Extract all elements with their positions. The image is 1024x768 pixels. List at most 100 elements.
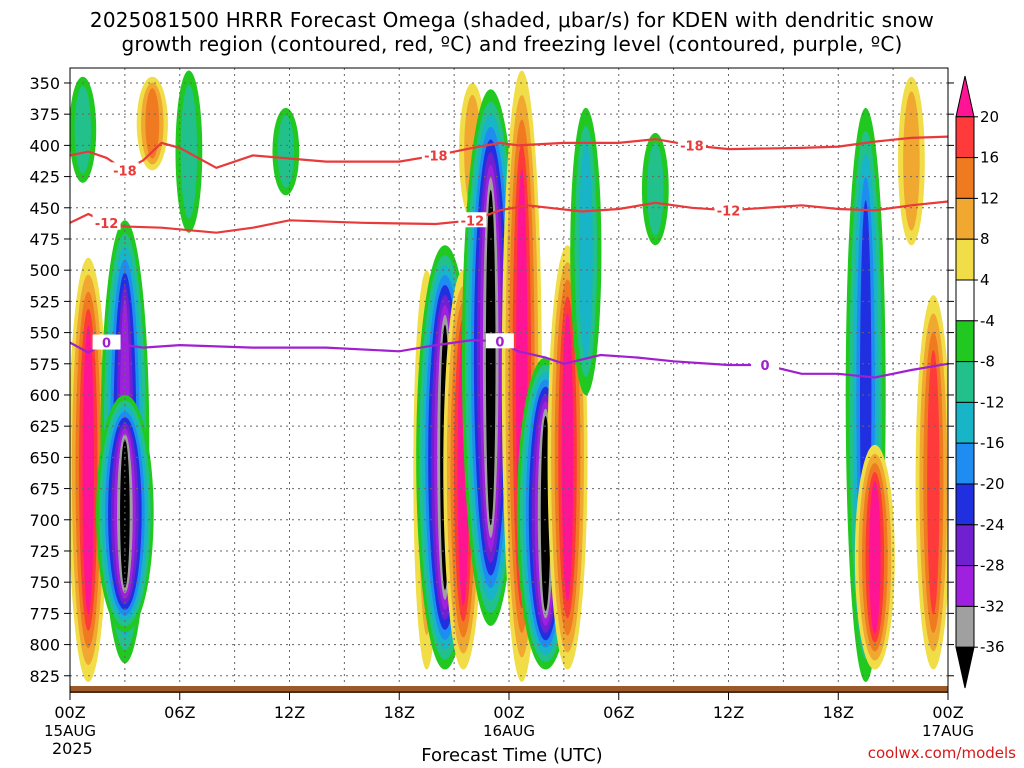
colorbar-label-4: 4: [980, 271, 990, 289]
colorbar-swatch-12: [955, 565, 975, 607]
y-axis-ticks: 350 375 400 425 450 475 500 525 550 575 600 625 650 6…: [29, 74, 954, 686]
colorbar-label-2: 12: [980, 189, 999, 207]
colorbar-label-10: -24: [980, 516, 1005, 534]
colorbar-label-1: 16: [980, 149, 999, 167]
x-tick-label-24: 00Z: [493, 703, 524, 722]
colorbar-swatch-6: [955, 320, 975, 363]
colorbar: 20 16 12 8 4 -4 -8 -12 -16 -20 -24 -28 -32 -36: [955, 75, 1005, 689]
omega-cell-14-level-4: [561, 313, 574, 602]
colorbar-label-3: 8: [980, 230, 990, 248]
y-tick-label-450: 450: [29, 199, 60, 218]
credit-text: coolwx.com/models: [867, 744, 1016, 762]
x-tick-label-48: 00Z: [932, 703, 963, 722]
contour-label-1-0: -12: [95, 217, 119, 232]
colorbar-swatch-2: [955, 157, 975, 199]
colorbar-label-7: -12: [980, 393, 1005, 411]
omega-cell-11-level-8: [485, 189, 496, 526]
x-tick-label-6: 06Z: [164, 703, 195, 722]
contour-label-0-2: -18: [680, 139, 704, 154]
colorbar-swatch-11: [955, 524, 975, 567]
x-tick-label-30: 06Z: [603, 703, 634, 722]
y-tick-label-625: 625: [29, 417, 60, 436]
colorbar-swatch-8: [955, 401, 975, 444]
y-tick-label-375: 375: [29, 105, 60, 124]
contour-label-2-2: 0: [761, 359, 770, 374]
omega-cell-20-level-3: [927, 350, 940, 615]
x-tick-label-42: 18Z: [823, 703, 854, 722]
omega-cell-6-level-1: [277, 115, 295, 188]
y-tick-label-525: 525: [29, 292, 60, 311]
colorbar-swatch-1: [955, 116, 975, 159]
contour-label-0-0: -18: [113, 164, 137, 179]
contour-label-bg: [677, 137, 706, 153]
colorbar-label-11: -28: [980, 557, 1005, 575]
contour-minus12-line: [70, 200, 948, 234]
colorbar-swatch-7: [955, 361, 975, 403]
colorbar-swatch-4: [955, 238, 975, 281]
omega-cell-15-level-2: [578, 143, 593, 360]
contour-label-2-1: 0: [495, 335, 504, 350]
contour-label-bg: [92, 334, 121, 350]
y-tick-label-575: 575: [29, 355, 60, 374]
contour-label-2-0: 0: [102, 337, 111, 352]
y-tick-label-425: 425: [29, 168, 60, 187]
contour-minus18-line: [70, 135, 948, 172]
x-tick-label-36: 12Z: [713, 703, 744, 722]
colorbar-swatch-5: [955, 279, 975, 322]
contour-label-1-2: -12: [717, 204, 741, 219]
x-tick-date-48: 17AUG: [922, 722, 974, 740]
contour-label-bg: [751, 357, 780, 373]
contour-0-line: [70, 338, 948, 379]
contour-label-0-1: -18: [424, 149, 448, 164]
colorbar-label-0: 20: [980, 108, 999, 126]
y-tick-label-825: 825: [29, 667, 60, 686]
colorbar-swatch-3: [955, 197, 975, 240]
x-tick-label-0: 00Z: [54, 703, 85, 722]
y-tick-label-750: 750: [29, 573, 60, 592]
colorbar-label-8: -16: [980, 434, 1005, 452]
colorbar-bottom-arrow: [955, 646, 975, 689]
colorbar-label-5: -4: [980, 312, 995, 330]
colorbar-label-9: -20: [980, 475, 1005, 493]
year-label: 2025: [52, 739, 93, 758]
contour-label-bg: [485, 333, 514, 349]
omega-cell-19-level-1: [903, 91, 920, 231]
omega-cell-18-level-4: [869, 480, 881, 634]
chart-title-line-1: 2025081500 HRRR Forecast Omega (shaded, …: [89, 8, 935, 32]
colorbar-label-6: -8: [980, 353, 995, 371]
omega-cell-16-level-1: [647, 142, 664, 236]
y-tick-label-800: 800: [29, 636, 60, 655]
y-tick-label-500: 500: [29, 261, 60, 280]
y-tick-label-675: 675: [29, 480, 60, 499]
colorbar-label-12: -32: [980, 597, 1005, 615]
contour-label-1-1: -12: [461, 214, 485, 229]
x-tick-date-0: 15AUG: [44, 722, 96, 740]
y-tick-label-650: 650: [29, 448, 60, 467]
contour-label-bg: [421, 147, 450, 163]
colorbar-label-13: -36: [980, 638, 1005, 656]
x-tick-label-18: 18Z: [384, 703, 415, 722]
contour-label-bg: [714, 202, 743, 218]
omega-cell-4-level-2: [145, 88, 160, 159]
y-tick-label-475: 475: [29, 230, 60, 249]
x-tick-date-24: 16AUG: [483, 722, 535, 740]
y-tick-label-550: 550: [29, 324, 60, 343]
y-tick-label-350: 350: [29, 74, 60, 93]
y-tick-label-775: 775: [29, 604, 60, 623]
contour-label-bg: [92, 214, 121, 230]
x-axis-title: Forecast Time (UTC): [421, 745, 603, 766]
colorbar-swatch-13: [955, 605, 975, 648]
chart-title-line-2: growth region (contoured, red, ºC) and f…: [121, 32, 903, 56]
y-tick-label-400: 400: [29, 136, 60, 155]
y-tick-label-725: 725: [29, 542, 60, 561]
y-tick-label-600: 600: [29, 386, 60, 405]
terrain-strip: [70, 686, 948, 693]
contour-label-bg: [458, 212, 487, 228]
omega-cell-1-level-4: [82, 325, 95, 614]
x-tick-label-12: 12Z: [274, 703, 305, 722]
colorbar-swatch-10: [955, 483, 975, 526]
omega-cell-0-level-1: [74, 85, 92, 174]
contour-label-bg: [110, 162, 139, 178]
